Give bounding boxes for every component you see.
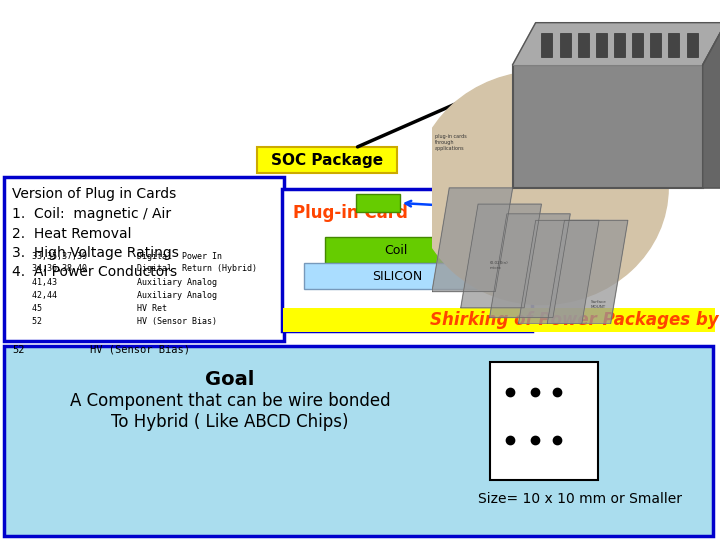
Text: Surface
MOUNT: Surface MOUNT [590,300,606,309]
Polygon shape [547,220,628,324]
Polygon shape [432,188,513,292]
FancyBboxPatch shape [325,237,467,263]
Text: HV (Sensor Bias): HV (Sensor Bias) [90,345,190,355]
FancyBboxPatch shape [559,33,570,57]
Text: 33,35,37,39          Digital  Power In: 33,35,37,39 Digital Power In [12,252,222,261]
Text: 52: 52 [12,345,24,355]
FancyBboxPatch shape [304,263,491,289]
Text: 2.  Heat Removal: 2. Heat Removal [12,227,132,241]
Text: SOC Package: SOC Package [271,152,383,167]
Polygon shape [461,204,541,308]
Text: 1.  Coil:  magnetic / Air: 1. Coil: magnetic / Air [12,207,171,221]
FancyBboxPatch shape [469,195,551,219]
Text: Connector: Connector [478,200,542,213]
FancyBboxPatch shape [490,362,598,480]
Polygon shape [518,220,599,324]
Text: plug-in cards
through
applications: plug-in cards through applications [435,134,467,151]
Text: 42,44                Auxiliary Analog: 42,44 Auxiliary Analog [12,291,217,300]
FancyBboxPatch shape [650,33,661,57]
FancyBboxPatch shape [282,189,532,331]
Text: 52                   HV (Sensor Bias): 52 HV (Sensor Bias) [12,317,217,326]
FancyBboxPatch shape [687,33,698,57]
Text: 3.  High Voltage Ratings: 3. High Voltage Ratings [12,246,179,260]
Polygon shape [513,23,720,65]
Text: Goal: Goal [205,370,255,389]
Text: 4.  Al Power Conductors: 4. Al Power Conductors [12,265,177,279]
FancyBboxPatch shape [614,33,625,57]
Bar [283,308,715,332]
Polygon shape [703,23,720,188]
Text: 45                   HV Ret: 45 HV Ret [12,304,167,313]
FancyBboxPatch shape [4,346,713,536]
Text: Coil: Coil [384,244,408,256]
Text: 34,36,38,40          Digital  Return (Hybrid): 34,36,38,40 Digital Return (Hybrid) [12,264,257,273]
Text: SILICON: SILICON [372,269,422,282]
FancyBboxPatch shape [4,177,284,341]
Text: Version of Plug in Cards: Version of Plug in Cards [12,187,176,201]
FancyBboxPatch shape [356,194,400,212]
Text: Shirking of Power Packages by 3D: Shirking of Power Packages by 3D [430,311,720,329]
Text: Size= 10 x 10 mm or Smaller: Size= 10 x 10 mm or Smaller [478,492,682,506]
Polygon shape [490,214,570,318]
Text: (0.020in)
micro: (0.020in) micro [490,261,508,270]
Text: A Component that can be wire bonded: A Component that can be wire bonded [70,392,390,410]
Text: 41,43                Auxiliary Analog: 41,43 Auxiliary Analog [12,278,217,287]
FancyBboxPatch shape [632,33,643,57]
Text: To Hybrid ( Like ABCD Chips): To Hybrid ( Like ABCD Chips) [112,413,348,431]
Ellipse shape [415,71,668,305]
FancyBboxPatch shape [577,33,589,57]
FancyBboxPatch shape [668,33,680,57]
FancyBboxPatch shape [257,147,397,173]
FancyBboxPatch shape [513,65,703,188]
FancyBboxPatch shape [541,33,552,57]
FancyBboxPatch shape [596,33,607,57]
Text: Plug-in Card: Plug-in Card [293,204,408,222]
